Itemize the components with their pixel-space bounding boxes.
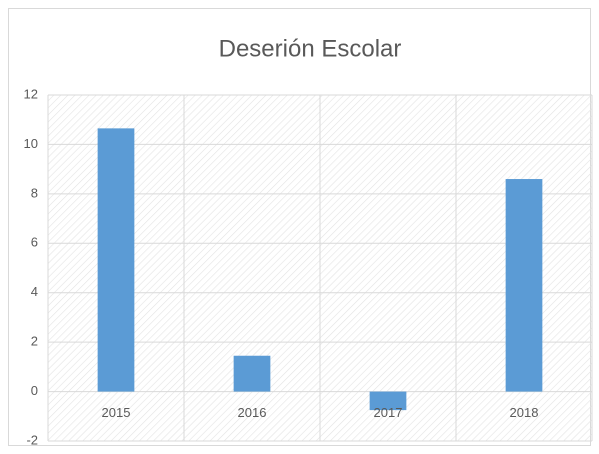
bar — [369, 391, 407, 411]
bar — [233, 355, 271, 392]
x-tick-label: 2018 — [510, 405, 539, 420]
x-tick-label: 2015 — [102, 405, 131, 420]
y-tick-label: 0 — [31, 383, 38, 398]
y-tick-label: 6 — [31, 235, 38, 250]
y-tick-label: -2 — [26, 432, 38, 447]
bar — [505, 179, 543, 392]
x-tick-label: 2017 — [374, 405, 403, 420]
chart-title: Deserión Escolar — [219, 35, 402, 62]
y-tick-label: 2 — [31, 334, 38, 349]
y-tick-label: 12 — [24, 86, 38, 101]
y-tick-label: 10 — [24, 136, 38, 151]
x-tick-label: 2016 — [238, 405, 267, 420]
y-tick-label: 4 — [31, 284, 38, 299]
y-tick-label: 8 — [31, 185, 38, 200]
bar — [97, 128, 135, 392]
